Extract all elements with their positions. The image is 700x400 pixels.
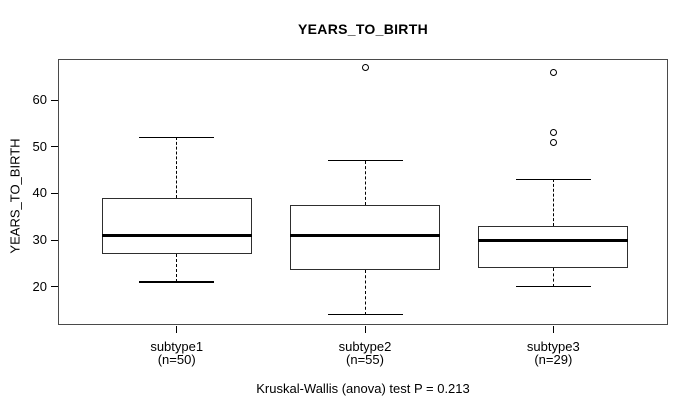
lower-whisker-stem xyxy=(176,254,178,283)
plot-area xyxy=(58,59,668,325)
upper-whisker-cap xyxy=(327,159,403,162)
group-n: (n=55) xyxy=(346,352,384,367)
x-axis-group-label: subtype3 (n=29) xyxy=(488,340,618,366)
lower-whisker-cap xyxy=(139,281,215,283)
y-axis-tick xyxy=(51,192,58,195)
x-axis-group-label: subtype1 (n=50) xyxy=(112,340,242,366)
upper-whisker-cap xyxy=(515,178,591,181)
lower-whisker-stem xyxy=(364,270,366,315)
x-axis-tick xyxy=(364,326,366,333)
chart-title: YEARS_TO_BIRTH xyxy=(298,21,428,37)
x-axis-group-label: subtype2 (n=55) xyxy=(300,340,430,366)
y-axis-tick xyxy=(51,239,58,241)
group-n: (n=29) xyxy=(534,352,573,367)
median-line xyxy=(290,233,440,237)
iqr-box xyxy=(478,226,629,269)
upper-whisker-stem xyxy=(176,137,178,199)
iqr-box xyxy=(290,205,440,271)
group-name: subtype1 xyxy=(150,339,204,354)
y-axis-tick-label: 60 xyxy=(32,92,47,108)
upper-whisker-stem xyxy=(552,179,554,227)
group-name: subtype2 xyxy=(338,339,392,354)
y-axis-tick xyxy=(51,99,58,101)
median-line xyxy=(478,238,629,242)
y-axis-tick-label: 40 xyxy=(32,185,47,201)
outlier-point xyxy=(549,68,557,76)
upper-whisker-stem xyxy=(364,160,366,206)
y-axis-tick-label: 20 xyxy=(32,278,47,294)
y-axis-tick-label: 50 xyxy=(32,138,47,154)
upper-whisker-cap xyxy=(139,136,215,139)
x-axis-tick xyxy=(176,326,178,333)
outlier-point xyxy=(549,138,557,146)
outlier-point xyxy=(549,129,557,137)
y-axis-tick-label: 30 xyxy=(32,232,47,248)
group-n: (n=50) xyxy=(157,352,196,367)
y-axis-tick xyxy=(51,286,58,288)
stats-caption: Kruskal-Wallis (anova) test P = 0.213 xyxy=(256,381,470,396)
lower-whisker-cap xyxy=(515,285,591,288)
group-name: subtype3 xyxy=(526,339,580,354)
iqr-box xyxy=(101,198,252,255)
y-axis-tick xyxy=(51,146,58,148)
outlier-point xyxy=(361,63,369,71)
median-line xyxy=(101,233,252,237)
lower-whisker-cap xyxy=(327,313,403,316)
lower-whisker-stem xyxy=(552,268,554,287)
x-axis-tick xyxy=(552,326,554,333)
